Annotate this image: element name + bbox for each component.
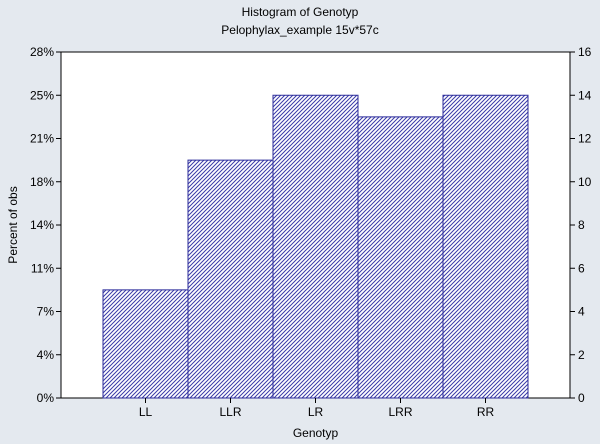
y-left-tick-label: 14% — [30, 218, 54, 232]
y-left-tick-label: 25% — [30, 88, 54, 102]
bar-lrr — [357, 116, 444, 399]
y-right-tick-label: 16 — [578, 45, 592, 59]
y-right-tick-label: 6 — [578, 261, 585, 275]
bar-rr — [442, 94, 529, 399]
y-right-tick-label: 14 — [578, 88, 592, 102]
y-right-tick-label: 8 — [578, 218, 585, 232]
y-left-tick-label: 18% — [30, 175, 54, 189]
y-right-tick-label: 4 — [578, 305, 585, 319]
x-tick-label-rr: RR — [477, 405, 495, 419]
y-left-tick-label: 4% — [37, 348, 55, 362]
bar-lr — [272, 94, 359, 399]
x-tick-label-ll: LL — [139, 405, 153, 419]
bar-llr — [187, 159, 274, 399]
chart-subtitle: Pelophylax_example 15v*57c — [221, 23, 379, 37]
x-axis-label: Genotyp — [293, 426, 339, 440]
y-axis-label: Percent of obs — [6, 186, 20, 263]
x-tick-label-llr: LLR — [219, 405, 241, 419]
y-left-tick-label: 7% — [37, 305, 55, 319]
y-right-tick-label: 12 — [578, 132, 592, 146]
x-tick-label-lrr: LRR — [388, 405, 412, 419]
chart-title: Histogram of Genotyp — [241, 5, 359, 19]
y-right-tick-label: 10 — [578, 175, 592, 189]
y-left-tick-label: 11% — [31, 261, 54, 275]
y-left-tick-label: 21% — [30, 132, 54, 146]
bar-ll — [102, 289, 189, 399]
y-left-tick-label: 0% — [37, 391, 55, 405]
y-right-tick-label: 2 — [578, 348, 585, 362]
x-tick-label-lr: LR — [308, 405, 324, 419]
y-left-tick-label: 28% — [30, 45, 54, 59]
y-right-tick-label: 0 — [578, 391, 585, 405]
